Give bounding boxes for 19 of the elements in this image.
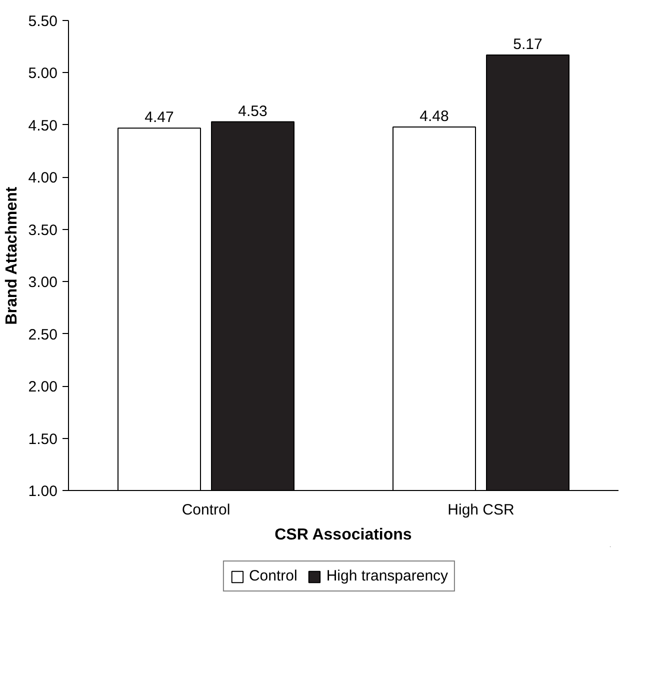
legend-label: Control xyxy=(248,568,298,584)
x-axis-title: CSR Associations xyxy=(274,526,412,544)
y-tick-label: 5.00 xyxy=(28,65,58,82)
data-label: 5.17 xyxy=(513,36,542,53)
data-label: 4.53 xyxy=(238,102,268,120)
data-label: 4.47 xyxy=(144,109,174,126)
legend-label: High transparency xyxy=(326,568,448,584)
x-tick-label: High CSR xyxy=(448,502,515,518)
y-tick-label: 3.50 xyxy=(28,222,58,239)
y-tick-label: 4.50 xyxy=(28,117,58,134)
y-tick-label: 1.50 xyxy=(28,430,58,448)
y-tick-label: 5.50 xyxy=(28,13,58,30)
data-label: 4.48 xyxy=(420,108,449,126)
y-tick-label: 3.00 xyxy=(28,274,58,292)
y-tick-label: 4.00 xyxy=(28,170,58,187)
y-axis-title: Brand Attachment xyxy=(3,186,20,325)
y-tick-label: 2.50 xyxy=(28,326,58,344)
y-tick-label: 1.00 xyxy=(28,483,58,500)
y-tick-label: 2.00 xyxy=(28,378,58,396)
